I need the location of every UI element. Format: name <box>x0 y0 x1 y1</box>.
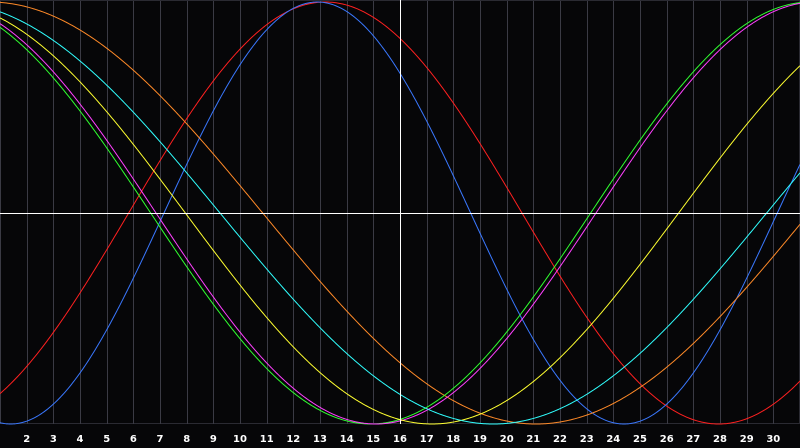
x-tick-label: 11 <box>260 434 274 445</box>
grid <box>0 0 800 424</box>
x-tick-label: 23 <box>580 434 594 445</box>
x-tick-label: 27 <box>686 434 700 445</box>
x-tick-label: 14 <box>340 434 354 445</box>
x-tick-label: 18 <box>446 434 460 445</box>
x-tick-label: 16 <box>393 434 407 445</box>
x-tick-label: 17 <box>420 434 434 445</box>
x-tick-label: 4 <box>77 434 84 445</box>
x-tick-label: 15 <box>366 434 380 445</box>
x-tick-label: 19 <box>473 434 487 445</box>
x-tick-label: 28 <box>713 434 727 445</box>
x-tick-label: 3 <box>50 434 57 445</box>
x-tick-label: 26 <box>660 434 674 445</box>
x-tick-label: 21 <box>526 434 540 445</box>
x-tick-label: 10 <box>233 434 247 445</box>
x-tick-label: 25 <box>633 434 647 445</box>
x-tick-label: 20 <box>500 434 514 445</box>
x-tick-label: 24 <box>606 434 620 445</box>
x-axis-ticks: 2 3 4 5 6 7 8 9 10 11 12 13 14 15 16 17 18 19 20 21 22 23 24 25… <box>23 434 780 445</box>
x-tick-label: 9 <box>210 434 217 445</box>
x-tick-label: 13 <box>313 434 327 445</box>
x-tick-label: 2 <box>23 434 30 445</box>
x-tick-label: 12 <box>286 434 300 445</box>
x-tick-label: 6 <box>130 434 137 445</box>
x-tick-label: 7 <box>157 434 164 445</box>
x-tick-label: 29 <box>740 434 754 445</box>
x-tick-label: 5 <box>103 434 110 445</box>
crosshair <box>0 0 800 424</box>
x-tick-label: 22 <box>553 434 567 445</box>
x-tick-label: 8 <box>183 434 190 445</box>
x-tick-label: 30 <box>766 434 780 445</box>
